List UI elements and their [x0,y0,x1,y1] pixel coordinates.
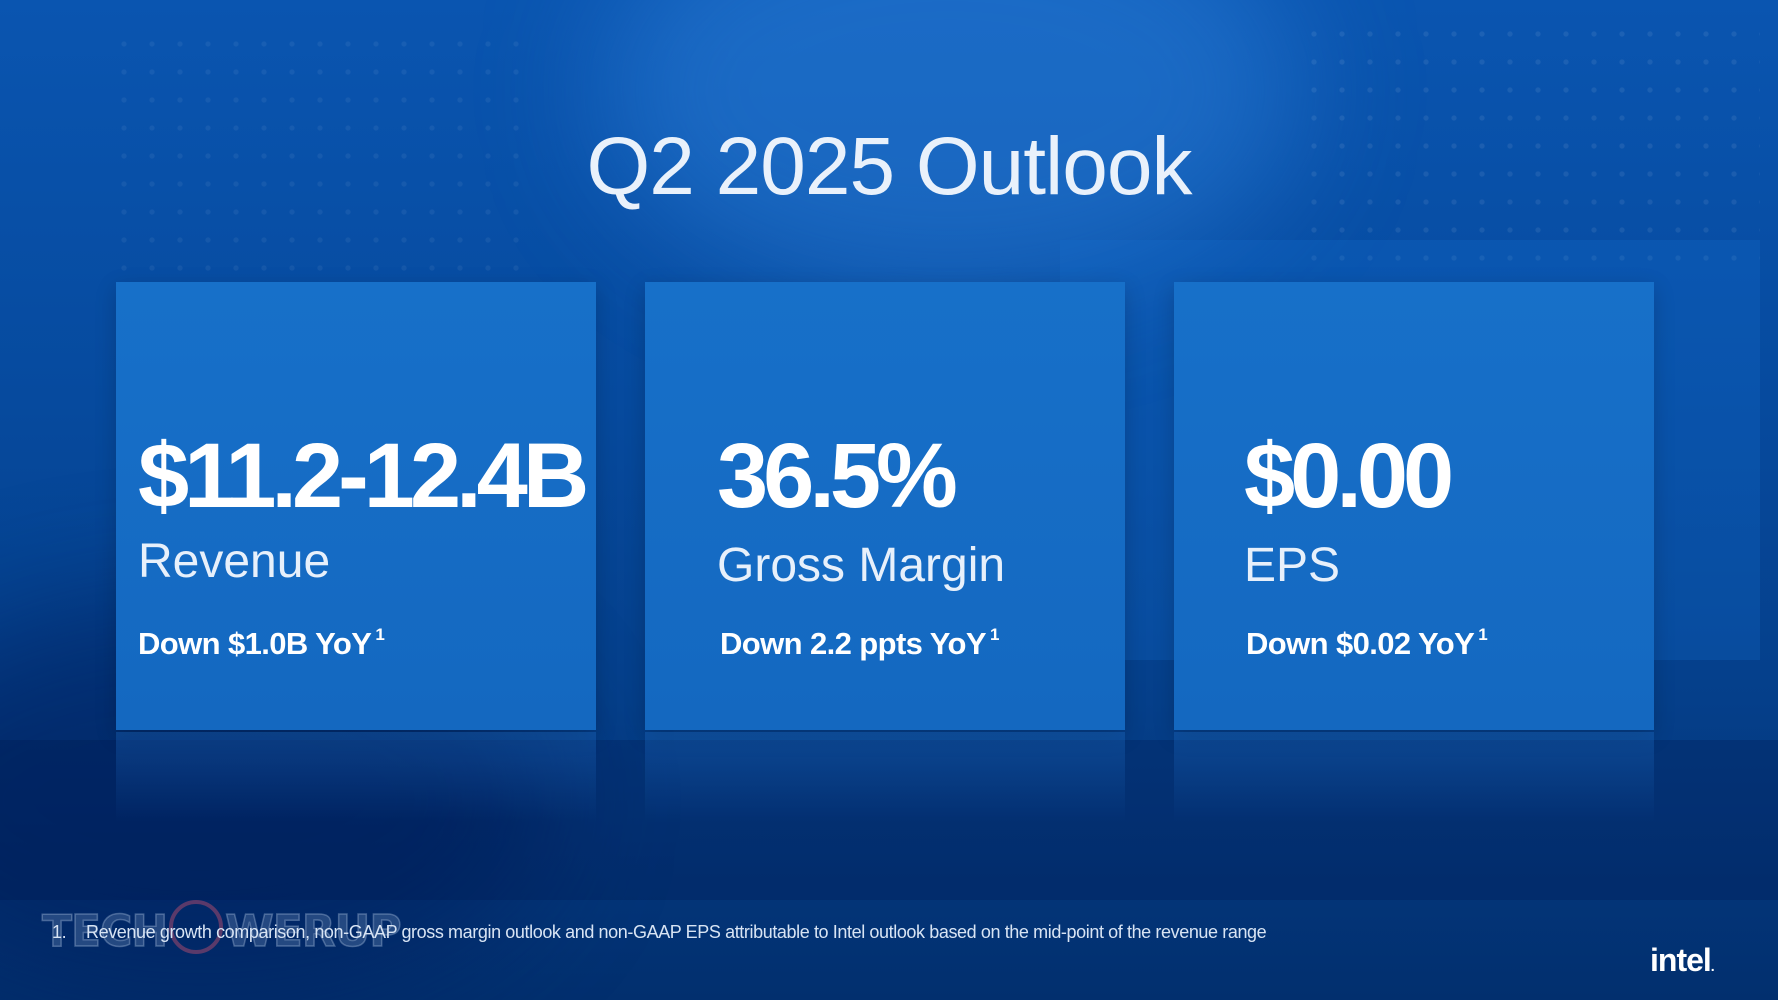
footnote-ref: 1 [1478,625,1488,644]
eps-change: Down $0.02 YoY 1 [1246,625,1488,662]
revenue-label: Revenue [138,535,331,588]
gross-margin-change: Down 2.2 ppts YoY 1 [720,625,999,662]
power-logo-icon [169,900,224,954]
gross-margin-card: 36.5% Gross Margin Down 2.2 ppts YoY 1 [645,282,1125,730]
footnote-ref: 1 [989,625,999,644]
intel-logo-dot: . [1710,958,1715,974]
footnote-ref: 1 [375,625,385,644]
eps-label: EPS [1244,539,1341,592]
revenue-value: $11.2-12.4B [138,425,589,527]
eps-card: $0.00 EPS Down $0.02 YoY 1 [1174,282,1654,730]
gross-margin-change-text: Down 2.2 ppts YoY [720,626,987,661]
footnote-number: 1. [52,922,67,942]
intel-logo: intel. [1650,942,1715,979]
gross-margin-value: 36.5% [717,425,958,527]
eps-change-text: Down $0.02 YoY [1246,626,1475,661]
revenue-change-text: Down $1.0B YoY [138,626,372,661]
watermark-left: TECH [41,905,169,958]
footnote-text: Revenue growth comparison, non-GAAP gros… [86,922,1267,942]
intel-logo-text: intel [1650,942,1712,978]
card-reflection [1174,732,1654,822]
eps-value: $0.00 [1244,425,1454,527]
slide-title: Q2 2025 Outlook [586,121,1193,212]
dot-pattern-left [110,30,530,280]
background-floor [0,740,1778,900]
gross-margin-label: Gross Margin [717,539,1006,592]
card-reflection [645,732,1125,822]
dot-pattern-right [1300,20,1760,280]
watermark-right: WERUP [224,905,402,958]
revenue-change: Down $1.0B YoY 1 [138,625,385,662]
footnote: 1. Revenue growth comparison, non-GAAP gr… [52,922,1267,943]
card-reflection [116,732,596,822]
watermark: TECH WERUP [41,900,402,958]
revenue-card: $11.2-12.4B Revenue Down $1.0B YoY 1 [116,282,596,730]
